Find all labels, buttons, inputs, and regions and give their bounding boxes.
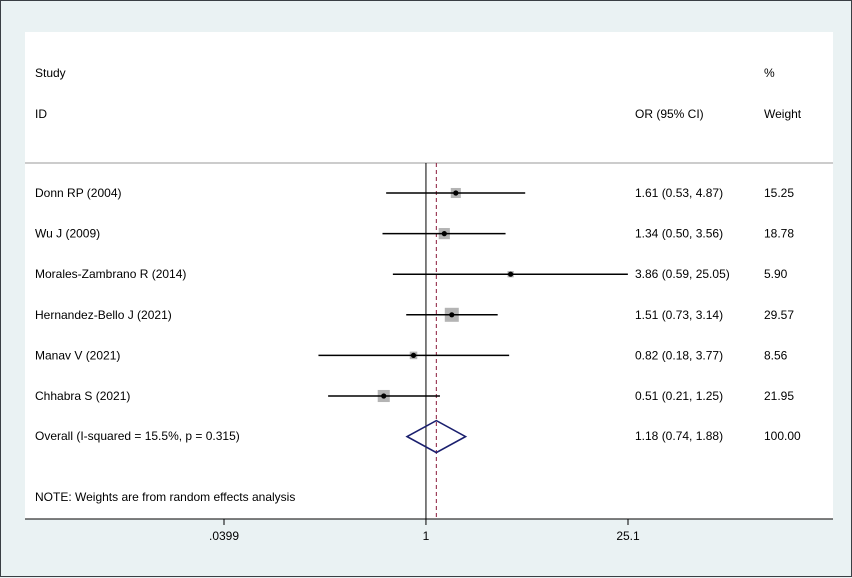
id-header: ID [35, 107, 47, 121]
study-marks: Donn RP (2004) 1.61 (0.53, 4.87) 15.25 Wu J… [35, 186, 794, 454]
x-tick-label: 1 [423, 529, 430, 543]
study-or-value: 1.51 (0.73, 3.14) [635, 308, 723, 322]
study-weight-value: 18.78 [764, 227, 794, 241]
point-estimate [508, 271, 514, 277]
study-row: Wu J (2009) 1.34 (0.50, 3.56) 18.78 [35, 227, 794, 241]
study-weight-value: 5.90 [764, 267, 788, 281]
plot-area [25, 32, 833, 519]
x-tick-label: 25.1 [616, 529, 640, 543]
study-label: Donn RP (2004) [35, 186, 122, 200]
study-row: Manav V (2021) 0.82 (0.18, 3.77) 8.56 [35, 348, 788, 362]
study-or-value: 1.61 (0.53, 4.87) [635, 186, 723, 200]
overall-weight-value: 100.00 [764, 429, 801, 443]
study-or-value: 3.86 (0.59, 25.05) [635, 267, 730, 281]
overall-label: Overall (I-squared = 15.5%, p = 0.315) [35, 429, 240, 443]
study-row: Hernandez-Bello J (2021) 1.51 (0.73, 3.14… [35, 307, 794, 322]
study-row: Morales-Zambrano R (2014) 3.86 (0.59, 25.… [35, 267, 788, 281]
study-weight-value: 21.95 [764, 389, 794, 403]
study-weight-value: 8.56 [764, 348, 788, 362]
or-header: OR (95% CI) [635, 107, 704, 121]
study-label: Manav V (2021) [35, 348, 120, 362]
study-row: Donn RP (2004) 1.61 (0.53, 4.87) 15.25 [35, 186, 794, 200]
note-text: NOTE: Weights are from random effects an… [35, 490, 295, 504]
study-or-value: 0.51 (0.21, 1.25) [635, 389, 723, 403]
overall-or-value: 1.18 (0.74, 1.88) [635, 429, 723, 443]
point-estimate [381, 393, 387, 399]
study-or-value: 1.34 (0.50, 3.56) [635, 227, 723, 241]
study-label: Hernandez-Bello J (2021) [35, 308, 172, 322]
weight-percent-header: % [764, 66, 775, 80]
study-weight-value: 29.57 [764, 308, 794, 322]
weight-header: Weight [764, 107, 802, 121]
point-estimate [449, 312, 455, 318]
point-estimate [453, 190, 459, 196]
x-tick-label: .0399 [209, 529, 239, 543]
study-label: Chhabra S (2021) [35, 389, 130, 403]
overall-diamond [405, 419, 468, 454]
study-row: Chhabra S (2021) 0.51 (0.21, 1.25) 21.95 [35, 389, 794, 403]
study-label: Wu J (2009) [35, 227, 100, 241]
point-estimate [441, 231, 447, 237]
study-or-value: 0.82 (0.18, 3.77) [635, 348, 723, 362]
x-axis-ticks: .0399 1 25.1 [209, 519, 640, 543]
study-label: Morales-Zambrano R (2014) [35, 267, 186, 281]
point-estimate [410, 352, 417, 358]
study-header: Study [35, 66, 66, 80]
study-weight-value: 15.25 [764, 186, 794, 200]
